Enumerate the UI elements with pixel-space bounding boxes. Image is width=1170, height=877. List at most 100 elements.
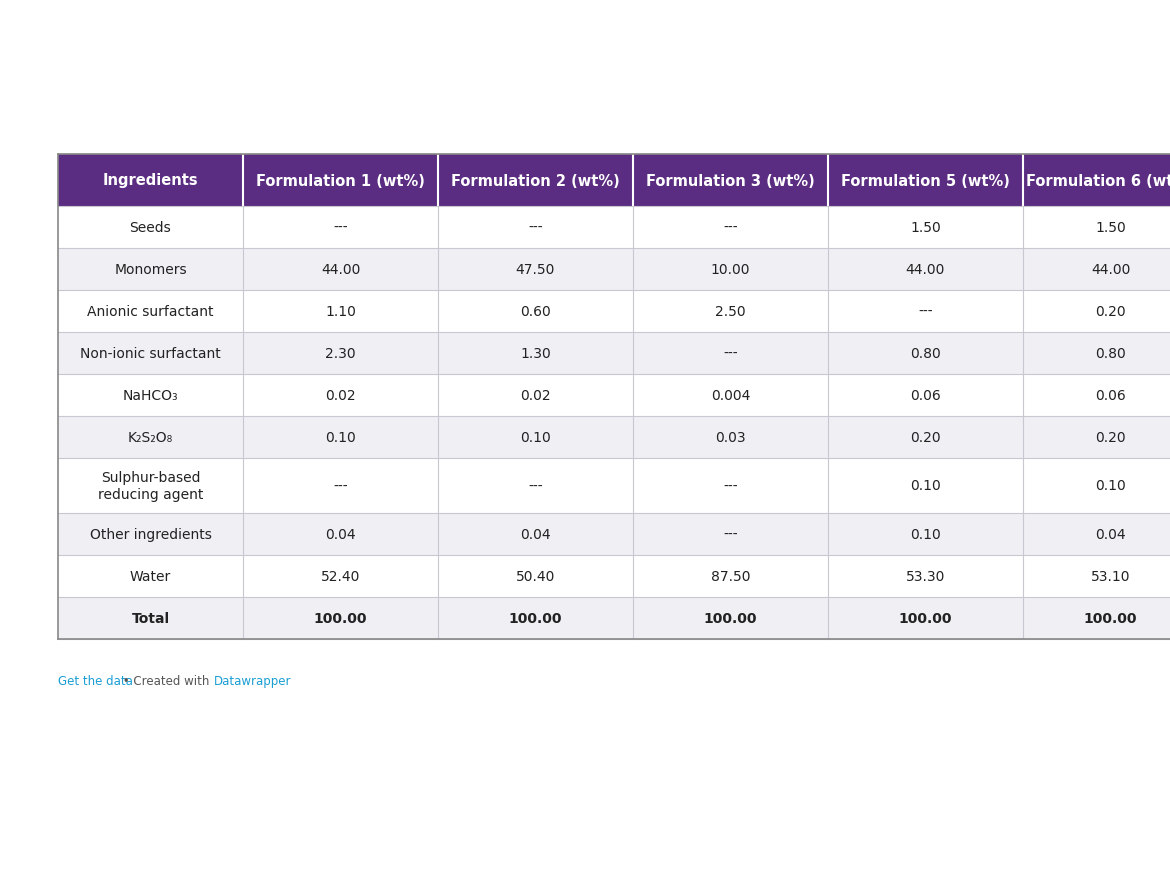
Bar <box>438 513 633 555</box>
Bar <box>633 207 828 249</box>
Text: 87.50: 87.50 <box>710 569 750 583</box>
Bar <box>438 597 633 639</box>
Bar <box>1023 459 1170 513</box>
Text: 100.00: 100.00 <box>509 611 563 625</box>
Text: 52.40: 52.40 <box>321 569 360 583</box>
Text: 0.80: 0.80 <box>910 346 941 360</box>
Text: 0.02: 0.02 <box>325 389 356 403</box>
Bar <box>828 597 1023 639</box>
Text: Datawrapper: Datawrapper <box>214 674 291 688</box>
Bar <box>633 332 828 374</box>
Text: 0.20: 0.20 <box>910 431 941 445</box>
Bar <box>243 155 438 207</box>
Bar <box>58 290 243 332</box>
Text: 0.04: 0.04 <box>325 527 356 541</box>
Bar <box>1023 597 1170 639</box>
Text: 0.10: 0.10 <box>325 431 356 445</box>
Bar <box>243 597 438 639</box>
Bar <box>633 597 828 639</box>
Bar <box>243 459 438 513</box>
Bar <box>1023 290 1170 332</box>
Text: ---: --- <box>723 479 738 493</box>
Bar <box>828 459 1023 513</box>
Text: 2.30: 2.30 <box>325 346 356 360</box>
Text: ---: --- <box>333 479 347 493</box>
Text: 44.00: 44.00 <box>321 263 360 276</box>
Text: Formulation 3 (wt%): Formulation 3 (wt%) <box>646 174 814 189</box>
Bar <box>58 597 243 639</box>
Text: Get the data: Get the data <box>58 674 133 688</box>
Text: 0.10: 0.10 <box>1095 479 1126 493</box>
Text: 0.60: 0.60 <box>521 304 551 318</box>
Text: ---: --- <box>723 221 738 235</box>
Text: K₂S₂O₈: K₂S₂O₈ <box>128 431 173 445</box>
Bar <box>243 417 438 459</box>
Text: 0.10: 0.10 <box>910 527 941 541</box>
Bar <box>633 513 828 555</box>
Bar <box>243 513 438 555</box>
Bar <box>1023 155 1170 207</box>
Text: 0.06: 0.06 <box>1095 389 1126 403</box>
Text: Ingredients: Ingredients <box>103 174 198 189</box>
Bar <box>828 555 1023 597</box>
Bar <box>1023 249 1170 290</box>
Text: Monomers: Monomers <box>115 263 187 276</box>
Text: 47.50: 47.50 <box>516 263 556 276</box>
Text: 53.10: 53.10 <box>1090 569 1130 583</box>
Bar <box>438 249 633 290</box>
Text: 0.10: 0.10 <box>910 479 941 493</box>
Bar <box>828 374 1023 417</box>
Text: Total: Total <box>131 611 170 625</box>
Bar <box>633 290 828 332</box>
Bar <box>1023 374 1170 417</box>
Text: 0.03: 0.03 <box>715 431 745 445</box>
Bar <box>633 155 828 207</box>
Bar <box>633 417 828 459</box>
Text: 0.06: 0.06 <box>910 389 941 403</box>
Text: 0.80: 0.80 <box>1095 346 1126 360</box>
Bar <box>58 332 243 374</box>
Text: 44.00: 44.00 <box>1090 263 1130 276</box>
Text: 100.00: 100.00 <box>703 611 757 625</box>
Text: 1.30: 1.30 <box>521 346 551 360</box>
Bar <box>243 332 438 374</box>
Text: 1.10: 1.10 <box>325 304 356 318</box>
Text: Formulation 2 (wt%): Formulation 2 (wt%) <box>452 174 620 189</box>
Bar <box>633 555 828 597</box>
Bar <box>58 249 243 290</box>
Text: 10.00: 10.00 <box>710 263 750 276</box>
Text: Sulphur-based
reducing agent: Sulphur-based reducing agent <box>98 471 204 501</box>
Text: 100.00: 100.00 <box>899 611 952 625</box>
Bar <box>438 290 633 332</box>
Bar <box>243 555 438 597</box>
Bar <box>633 249 828 290</box>
Bar <box>58 513 243 555</box>
Bar <box>58 207 243 249</box>
Bar <box>1023 513 1170 555</box>
Bar <box>243 290 438 332</box>
Bar <box>828 290 1023 332</box>
Bar <box>58 155 243 207</box>
Text: ---: --- <box>528 479 543 493</box>
Text: 100.00: 100.00 <box>314 611 367 625</box>
Text: ---: --- <box>723 527 738 541</box>
Text: 0.10: 0.10 <box>521 431 551 445</box>
Text: Formulation 1 (wt%): Formulation 1 (wt%) <box>256 174 425 189</box>
Text: Anionic surfactant: Anionic surfactant <box>88 304 214 318</box>
Bar <box>58 417 243 459</box>
Text: 100.00: 100.00 <box>1083 611 1137 625</box>
Bar <box>1023 555 1170 597</box>
Text: 0.04: 0.04 <box>1095 527 1126 541</box>
Text: Formulation 6 (wt%): Formulation 6 (wt%) <box>1026 174 1170 189</box>
Text: 0.04: 0.04 <box>521 527 551 541</box>
Bar <box>243 374 438 417</box>
Text: Seeds: Seeds <box>130 221 171 235</box>
Bar <box>1023 332 1170 374</box>
Bar <box>243 207 438 249</box>
Bar <box>828 417 1023 459</box>
Bar <box>438 155 633 207</box>
Text: ---: --- <box>918 304 932 318</box>
Text: Water: Water <box>130 569 171 583</box>
Text: 1.50: 1.50 <box>910 221 941 235</box>
Bar <box>438 459 633 513</box>
